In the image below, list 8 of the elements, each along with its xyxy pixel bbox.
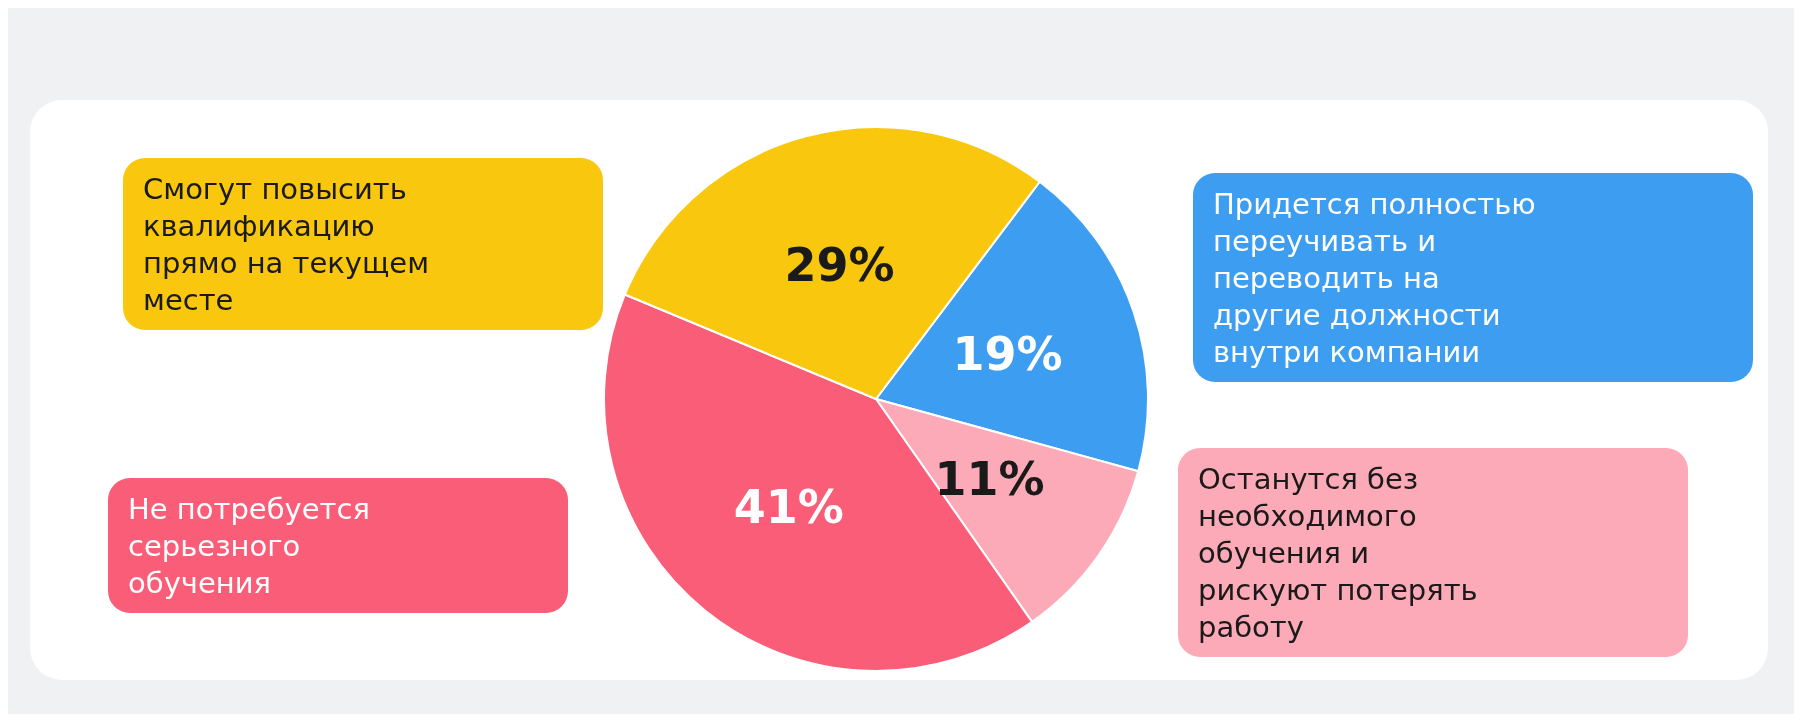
slice-label: Смогут повысить квалификацию прямо на текущем месте [143, 171, 439, 317]
slice-label: Останутся без необходимого обучения и рискуют потерять работу [1198, 461, 1487, 644]
data-label: 19% [952, 327, 1063, 382]
data-label: 29% [784, 237, 895, 292]
slice-label: Придется полностью переучивать и переводить на другие должности внутри компании [1213, 186, 1545, 369]
data-label: 41% [733, 480, 844, 535]
data-label: 11% [934, 452, 1045, 507]
slice-label: Не потребуется серьезного обучения [128, 491, 380, 600]
